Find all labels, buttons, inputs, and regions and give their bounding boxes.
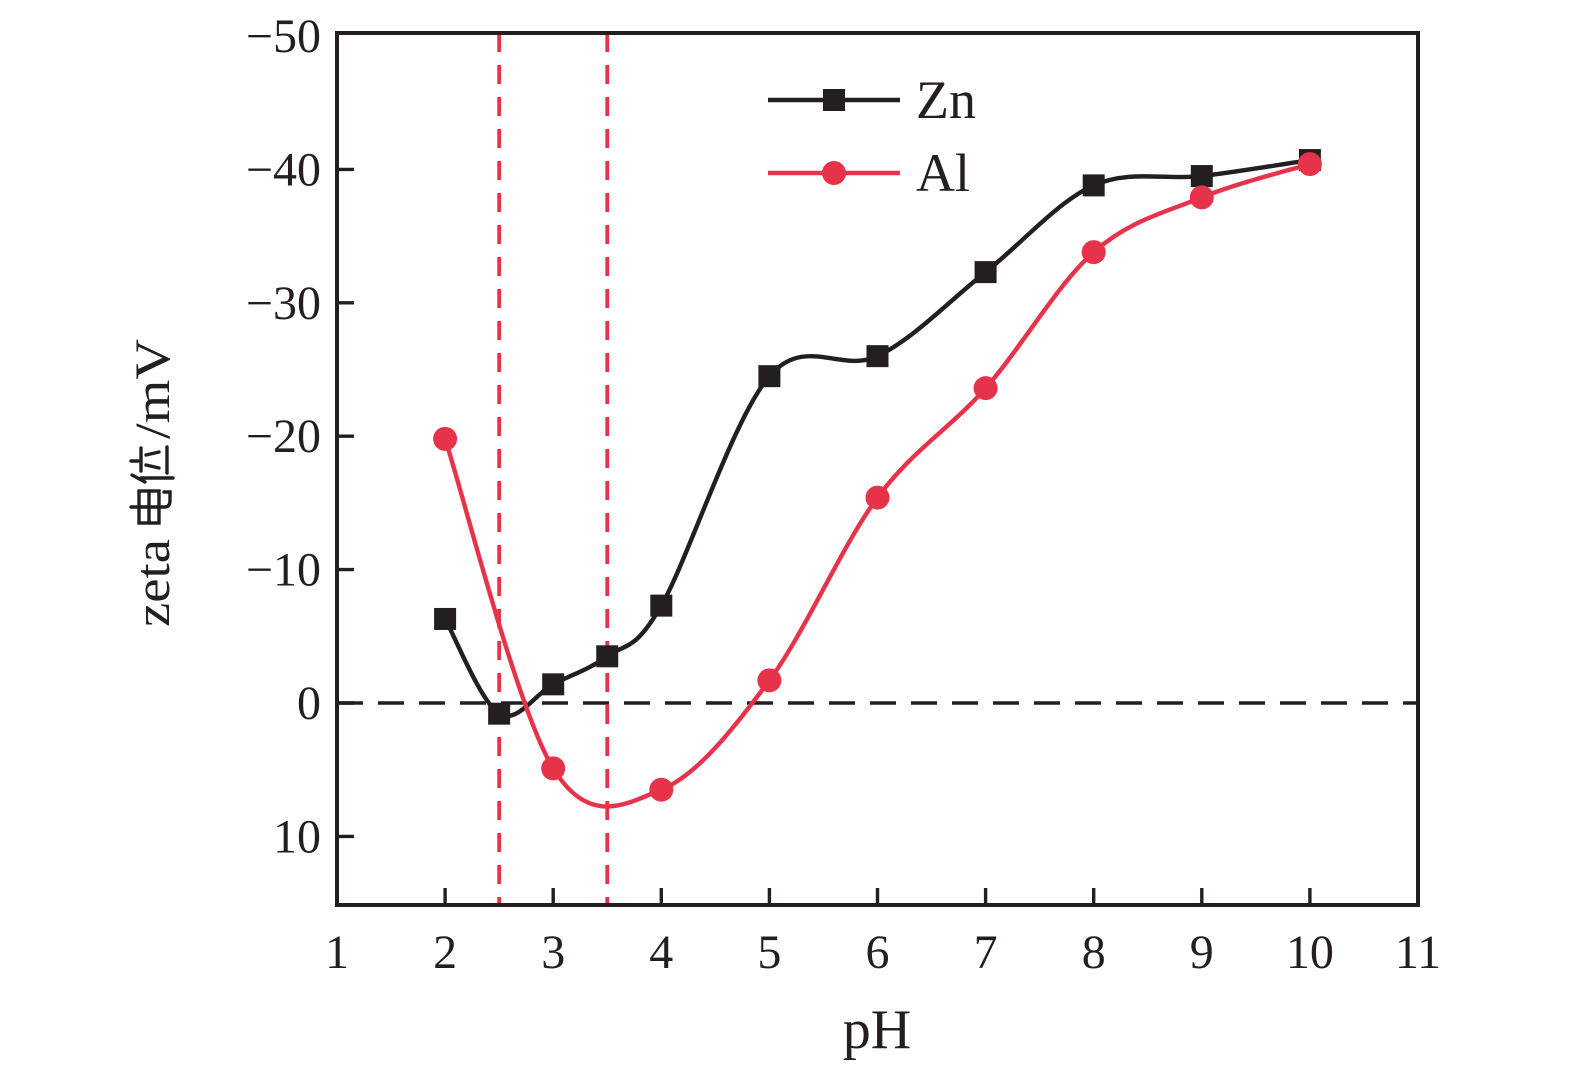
al-marker bbox=[433, 426, 458, 451]
y-tick-label: −20 bbox=[246, 410, 321, 463]
zn-marker bbox=[758, 365, 781, 388]
zn-marker bbox=[974, 261, 997, 284]
x-axis-title: pH bbox=[843, 999, 911, 1061]
al-marker bbox=[1081, 240, 1106, 265]
x-tick-label: 11 bbox=[1395, 926, 1441, 979]
zn-marker bbox=[650, 594, 673, 617]
al-marker bbox=[865, 485, 890, 510]
x-tick-label: 1 bbox=[325, 926, 349, 979]
x-tick-label: 4 bbox=[649, 926, 673, 979]
cjk-wei-radical-slash bbox=[130, 473, 147, 484]
al-marker bbox=[541, 756, 566, 781]
x-tick-label: 7 bbox=[974, 926, 998, 979]
zn-markers bbox=[434, 149, 1321, 725]
zn-marker bbox=[542, 673, 565, 696]
zn-marker bbox=[1190, 165, 1213, 188]
cjk-wei-left-stroke bbox=[144, 463, 161, 470]
cjk-dian-stem bbox=[129, 490, 172, 509]
al-marker bbox=[757, 668, 782, 693]
cjk-dianwei-glyph bbox=[129, 445, 175, 525]
al-marker bbox=[1297, 152, 1322, 177]
y-axis-tick-labels: −50 −40 −30 −20 −10 0 10 bbox=[246, 10, 321, 863]
legend-item-zn: Zn bbox=[768, 70, 976, 130]
y-axis-title: zeta /mV bbox=[124, 339, 180, 627]
cjk-wei-right-stroke bbox=[144, 450, 161, 457]
y-axis-ticks bbox=[337, 167, 354, 839]
x-tick-label: 3 bbox=[541, 926, 565, 979]
x-tick-label: 10 bbox=[1286, 926, 1334, 979]
y-axis-title-prefix: zeta bbox=[124, 539, 180, 627]
legend-marker-zn-square bbox=[823, 89, 845, 111]
x-axis-ticks bbox=[443, 888, 1312, 905]
x-axis-tick-labels: 1 2 3 4 5 6 7 8 9 10 11 bbox=[325, 926, 1441, 979]
zn-marker bbox=[434, 607, 457, 630]
legend-label-al: Al bbox=[916, 143, 970, 203]
y-tick-label: 0 bbox=[297, 677, 321, 730]
x-tick-label: 5 bbox=[757, 926, 781, 979]
al-marker bbox=[1189, 185, 1214, 210]
legend-marker-al-circle bbox=[822, 161, 846, 185]
al-markers bbox=[433, 152, 1322, 802]
legend: Zn Al bbox=[768, 70, 976, 203]
legend-label-zn: Zn bbox=[916, 70, 976, 130]
legend-item-al: Al bbox=[768, 143, 970, 203]
al-marker bbox=[973, 376, 998, 401]
al-line bbox=[443, 161, 1311, 809]
x-tick-label: 9 bbox=[1190, 926, 1214, 979]
x-tick-label: 2 bbox=[433, 926, 457, 979]
zn-marker bbox=[866, 345, 889, 368]
x-tick-label: 8 bbox=[1082, 926, 1106, 979]
y-axis-title-suffix: /mV bbox=[124, 339, 180, 439]
y-tick-label: −40 bbox=[246, 143, 321, 196]
series-layer bbox=[433, 149, 1322, 809]
al-marker bbox=[649, 777, 674, 802]
zn-marker bbox=[488, 702, 511, 725]
y-tick-label: 10 bbox=[273, 810, 321, 863]
zn-line bbox=[443, 157, 1311, 719]
zn-marker bbox=[596, 645, 619, 668]
zn-marker bbox=[1082, 174, 1105, 197]
y-tick-label: −50 bbox=[246, 10, 321, 63]
y-tick-label: −10 bbox=[246, 544, 321, 597]
y-tick-label: −30 bbox=[246, 277, 321, 330]
reference-lines bbox=[337, 33, 1418, 905]
x-tick-label: 6 bbox=[866, 926, 890, 979]
